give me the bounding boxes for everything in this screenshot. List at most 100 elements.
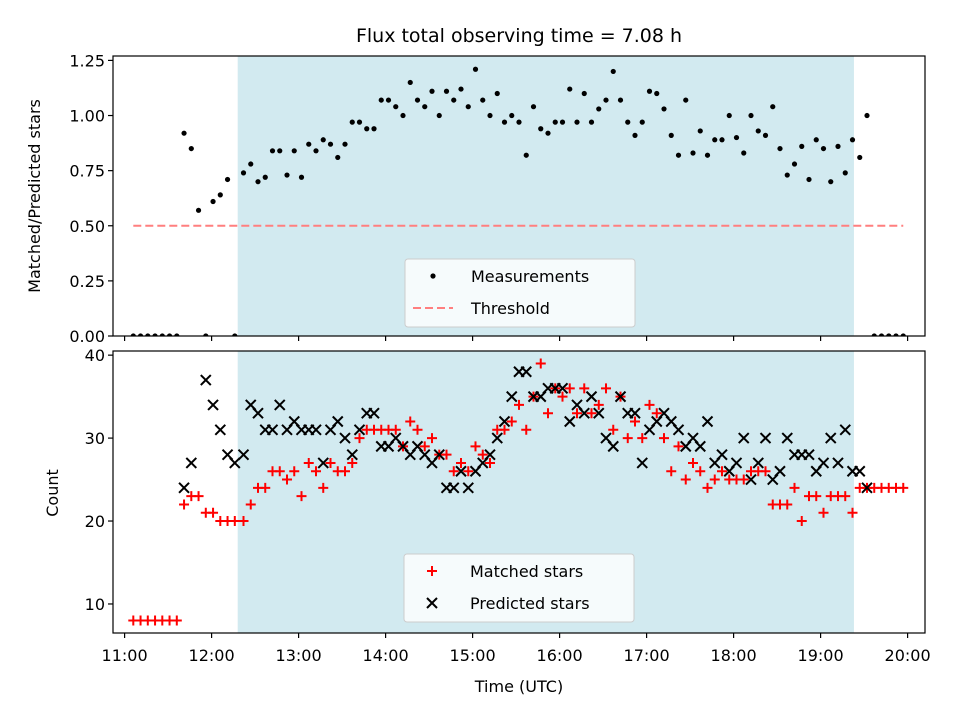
measurements-point (262, 174, 268, 180)
predicted-stars-point (738, 432, 750, 444)
chart-title: Flux total observing time = 7.08 h (356, 25, 682, 47)
measurements-point (335, 154, 341, 161)
y-tick-label: 1.00 (69, 107, 105, 126)
matched-stars-point (840, 491, 851, 502)
matched-stars-point (229, 516, 240, 527)
predicted-stars-point (207, 399, 219, 411)
measurements-point (545, 130, 551, 136)
measurements-point (559, 119, 566, 125)
matched-stars-point (171, 615, 182, 626)
predicted-stars-point (178, 482, 190, 494)
measurements-point (791, 161, 798, 167)
matched-stars-point (673, 441, 684, 452)
legend-box (403, 553, 635, 623)
measurements-point (748, 112, 754, 119)
measurements-point (487, 112, 493, 119)
measurements-point (835, 143, 841, 149)
predicted-stars-point (317, 457, 329, 469)
measurements-point (842, 170, 848, 176)
measurements-point (726, 112, 732, 119)
x-tick-label: 16:00 (537, 646, 583, 665)
predicted-stars-point (861, 482, 873, 494)
measurements-point (617, 97, 624, 103)
measurements-point (719, 137, 725, 143)
measurements-point (400, 112, 406, 119)
predicted-stars-point (274, 399, 286, 411)
matched-stars-point (427, 433, 437, 444)
measurements-point (581, 90, 587, 97)
predicted-stars-point (252, 407, 264, 419)
measurements-point (320, 137, 326, 143)
measurements-point (712, 137, 718, 143)
predicted-stars-point (433, 448, 445, 461)
legend: Measurements Threshold (404, 258, 636, 328)
matched-stars-point (738, 474, 749, 485)
predicted-stars-point (185, 457, 198, 469)
predicted-stars-point (585, 390, 598, 403)
matched-stars-point (208, 507, 219, 518)
matched-stars-point (572, 408, 582, 419)
legend-label: Predicted stars (470, 594, 590, 613)
predicted-stars-point (484, 448, 496, 461)
matched-stars-point (601, 383, 611, 394)
measurements-point (217, 192, 223, 198)
matched-stars-point (898, 482, 909, 493)
matched-stars-point (441, 449, 452, 460)
matched-stars-point (179, 499, 190, 510)
measurements-point (130, 333, 136, 336)
measurements-point (871, 333, 877, 336)
measurements-point (900, 333, 906, 336)
matched-stars-point (651, 408, 662, 419)
legend-marker (427, 566, 437, 576)
predicted-stars-point (491, 432, 503, 444)
measurements-point (690, 150, 696, 156)
matched-stars-point (318, 482, 329, 493)
measurements-point (356, 119, 363, 125)
predicted-stars-point (694, 440, 706, 453)
matched-stars-point (245, 499, 256, 510)
predicted-stars-point (730, 457, 743, 469)
predicted-stars-point (462, 482, 474, 494)
matched-stars-point (557, 391, 568, 402)
measurements-point (291, 148, 297, 154)
measurements-point (436, 112, 442, 119)
predicted-stars-point (745, 473, 757, 486)
matched-stars-point (325, 457, 336, 468)
measurements-point (784, 172, 790, 178)
measurements-point (451, 97, 457, 103)
measurements-point (277, 148, 283, 154)
measurements-point (422, 104, 428, 110)
axes-frame (112, 55, 926, 337)
predicted-stars-point (607, 440, 619, 453)
y-tick-label: 30 (85, 429, 105, 448)
predicted-stars-point (498, 415, 511, 428)
matched-stars-point (390, 424, 401, 435)
measurements-point (878, 333, 885, 336)
predicted-stars-point (214, 424, 227, 436)
measurements-point (385, 97, 392, 103)
measurements-point (248, 161, 254, 167)
matched-stars-point (347, 457, 358, 468)
measurements-point (313, 148, 319, 154)
predicted-stars-point (200, 374, 212, 386)
measurements-point (857, 154, 863, 161)
matched-stars-point (193, 491, 204, 502)
measurements-point (552, 119, 558, 125)
predicted-stars-point (332, 415, 344, 428)
matched-stars-point (238, 516, 249, 527)
measurements-point (741, 150, 747, 156)
measurements-point (137, 333, 144, 336)
measurements-point (166, 333, 173, 336)
matched-stars-point (782, 499, 793, 510)
measurements-point (152, 333, 158, 336)
predicted-stars-point (825, 432, 837, 444)
matched-stars-point (593, 399, 604, 410)
measurements-point (661, 106, 667, 112)
predicted-stars-point (839, 424, 851, 436)
measurements-point (195, 207, 202, 213)
measurements-point (174, 333, 180, 336)
predicted-stars-point (854, 465, 866, 477)
top-y-axis-label: Matched/Predicted stars (25, 99, 44, 293)
measurements-point (188, 145, 194, 152)
predicted-stars-point (506, 390, 518, 403)
